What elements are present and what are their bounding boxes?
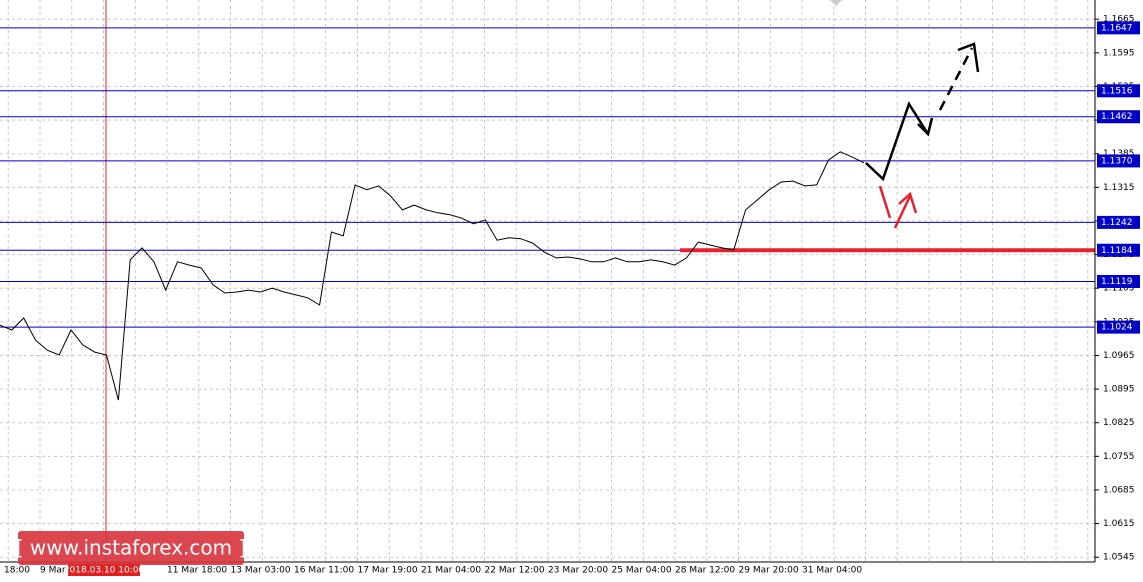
forecast-dashed [938, 47, 974, 111]
level-label: 1.1647 [1101, 23, 1133, 33]
y-tick-label: 1.1595 [1103, 48, 1135, 58]
level-label: 1.1119 [1101, 277, 1133, 287]
x-tick-label: 28 Mar 12:00 [675, 566, 735, 576]
level-label-box [1097, 243, 1140, 257]
x-tick-label: 25 Mar 04:00 [612, 566, 672, 576]
level-label-box [1097, 215, 1140, 229]
x-tick-label: 21 Mar 04:00 [421, 566, 481, 576]
y-tick-label: 1.0685 [1103, 485, 1135, 495]
price-line [0, 151, 865, 401]
x-tick-label: 31 Mar 04:00 [802, 566, 862, 576]
forecast-arrows [865, 42, 980, 229]
x-tick-label: 18:00 [4, 566, 30, 576]
arrowhead [898, 191, 918, 214]
level-label: 1.1024 [1101, 323, 1133, 333]
y-tick-label: 1.0895 [1103, 385, 1135, 395]
plot [0, 151, 865, 401]
level-label: 1.1516 [1101, 86, 1133, 96]
cursor-label: 2018.03.10 10:00 [64, 566, 145, 576]
y-tick-label: 1.0545 [1103, 553, 1135, 563]
grid [0, 0, 1095, 562]
y-tick-label: 1.1665 [1103, 15, 1135, 25]
level-label-box [1097, 21, 1140, 35]
level-label-box [1097, 110, 1140, 124]
y-tick-label: 1.1105 [1103, 284, 1135, 294]
arrowhead [917, 117, 934, 137]
watermark-box [18, 531, 244, 565]
marker [830, 0, 842, 6]
x-tick-label: 17 Mar 19:00 [358, 566, 418, 576]
y-tick-label: 1.0755 [1103, 452, 1135, 462]
x-tick-label: 23 Mar 20:00 [548, 566, 608, 576]
level-label: 1.1370 [1101, 156, 1133, 166]
axes: 1.0545 1.0615 1.0685 1.0755 1.0825 1.0895 1.09… [4, 15, 1140, 576]
level-label: 1.1462 [1101, 112, 1133, 122]
y-tick-label: 1.1315 [1103, 183, 1135, 193]
y-tick-label: 1.0825 [1103, 418, 1135, 428]
level-label-box [1097, 320, 1140, 334]
x-tick-label: 13 Mar 03:00 [231, 566, 291, 576]
x-tick-label: 16 Mar 11:00 [294, 566, 354, 576]
level-label-box [1097, 274, 1140, 288]
x-tick-label: 11 Mar 18:00 [167, 566, 227, 576]
x-tick-label: 22 Mar 12:00 [485, 566, 545, 576]
level-label: 1.1184 [1101, 246, 1133, 256]
cursor-label-box [68, 563, 140, 576]
forecast-path [865, 101, 930, 182]
y-tick-label: 1.0615 [1103, 519, 1135, 529]
x-tick-label: 9 Mar [40, 566, 66, 576]
level-label: 1.1242 [1101, 218, 1133, 228]
watermark: [ www.instaforex.com ] [16, 536, 247, 560]
level-label-box [1097, 154, 1140, 168]
levels [0, 27, 1095, 328]
alt-path [893, 195, 912, 229]
x-tick-label: 29 Mar 20:00 [739, 566, 799, 576]
y-tick-label: 1.0965 [1103, 351, 1135, 361]
arrowhead [957, 42, 980, 73]
level-label-box [1097, 84, 1140, 98]
y-tick-label: 1.1385 [1103, 149, 1135, 159]
alt-path [878, 185, 892, 219]
